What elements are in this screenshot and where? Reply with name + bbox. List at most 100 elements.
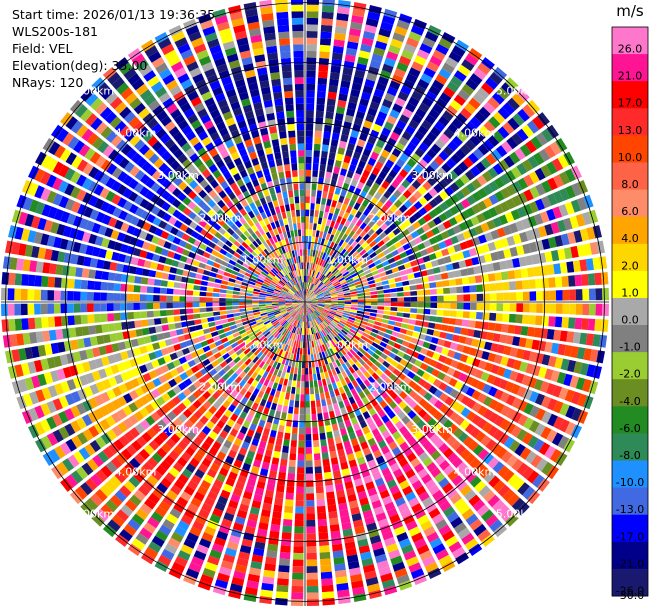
velocity-gate <box>259 353 266 361</box>
velocity-gate <box>169 507 182 519</box>
velocity-gate <box>503 436 515 449</box>
velocity-gate <box>473 329 482 339</box>
velocity-gate <box>376 385 385 394</box>
velocity-gate <box>293 373 297 381</box>
velocity-gate <box>122 418 134 430</box>
velocity-gate <box>361 126 371 135</box>
velocity-gate <box>73 303 81 313</box>
velocity-gate <box>305 299 312 302</box>
velocity-gate <box>324 296 332 299</box>
velocity-gate <box>359 132 368 142</box>
velocity-gate <box>64 167 76 181</box>
velocity-gate <box>102 66 117 80</box>
velocity-gate <box>321 312 328 317</box>
velocity-gate <box>310 305 316 310</box>
velocity-gate <box>305 298 311 302</box>
velocity-gate <box>222 461 232 471</box>
velocity-gate <box>284 432 291 440</box>
velocity-gate <box>272 353 278 361</box>
velocity-gate <box>374 236 382 244</box>
velocity-gate <box>109 475 122 488</box>
velocity-gate <box>159 295 167 302</box>
velocity-gate <box>129 358 138 368</box>
velocity-gate <box>124 255 133 264</box>
velocity-gate <box>394 68 406 78</box>
velocity-gate <box>134 207 145 217</box>
velocity-gate <box>307 275 309 283</box>
velocity-gate <box>256 481 266 490</box>
velocity-gate <box>256 342 263 349</box>
velocity-gate <box>369 493 380 503</box>
velocity-gate <box>156 333 165 341</box>
velocity-gate <box>133 411 144 422</box>
velocity-gate <box>519 231 529 243</box>
velocity-gate <box>521 218 531 230</box>
velocity-gate <box>314 326 319 333</box>
velocity-gate <box>131 538 146 551</box>
velocity-gate <box>120 504 134 517</box>
velocity-gate <box>484 232 494 242</box>
velocity-gate <box>280 270 286 277</box>
velocity-gate <box>459 354 469 363</box>
velocity-gate <box>516 462 529 476</box>
velocity-gate <box>241 282 249 287</box>
velocity-gate <box>505 77 519 91</box>
velocity-gate <box>108 149 120 161</box>
velocity-gate <box>101 323 109 333</box>
velocity-gate <box>317 217 323 225</box>
velocity-gate <box>417 302 424 308</box>
velocity-gate <box>274 339 280 347</box>
velocity-gate <box>322 597 335 606</box>
velocity-gate <box>337 246 344 254</box>
velocity-gate <box>560 358 570 371</box>
velocity-gate <box>222 373 230 381</box>
velocity-gate <box>327 226 333 234</box>
velocity-gate <box>305 300 312 302</box>
velocity-gate <box>544 223 554 236</box>
velocity-gate <box>161 415 172 425</box>
velocity-gate <box>429 433 440 444</box>
velocity-gate <box>305 163 312 170</box>
velocity-gate <box>270 374 277 382</box>
velocity-gate <box>306 50 317 58</box>
velocity-gate <box>540 265 548 276</box>
velocity-gate <box>379 400 388 409</box>
velocity-gate <box>379 341 388 348</box>
velocity-gate <box>414 130 425 141</box>
velocity-gate <box>289 332 293 339</box>
velocity-gate <box>388 194 398 204</box>
velocity-gate <box>174 165 185 176</box>
velocity-gate <box>523 402 534 415</box>
velocity-gate <box>387 257 396 264</box>
velocity-gate <box>318 299 325 301</box>
velocity-gate <box>511 181 523 193</box>
velocity-gate <box>326 105 335 113</box>
velocity-gate <box>296 327 300 335</box>
velocity-gate <box>405 125 416 136</box>
velocity-gate <box>350 573 363 583</box>
velocity-gate <box>406 436 417 446</box>
velocity-gate <box>297 347 300 355</box>
velocity-gate <box>247 361 255 369</box>
velocity-gate <box>338 195 345 204</box>
velocity-gate <box>366 259 374 266</box>
velocity-gate <box>133 303 140 310</box>
velocity-gate <box>515 220 525 232</box>
velocity-gate <box>133 311 141 319</box>
velocity-gate <box>94 198 105 210</box>
velocity-gate <box>202 251 211 259</box>
velocity-gate <box>519 361 529 373</box>
velocity-gate <box>288 325 293 332</box>
velocity-gate <box>291 300 299 302</box>
velocity-gate <box>363 208 371 217</box>
velocity-gate <box>72 241 82 253</box>
velocity-gate <box>156 186 166 197</box>
velocity-gate <box>350 178 358 187</box>
velocity-gate <box>50 221 60 234</box>
velocity-gate <box>330 321 337 327</box>
velocity-gate <box>292 566 304 573</box>
velocity-gate <box>405 520 418 531</box>
velocity-gate <box>330 257 336 265</box>
velocity-gate <box>319 164 326 172</box>
velocity-gate <box>294 367 298 375</box>
